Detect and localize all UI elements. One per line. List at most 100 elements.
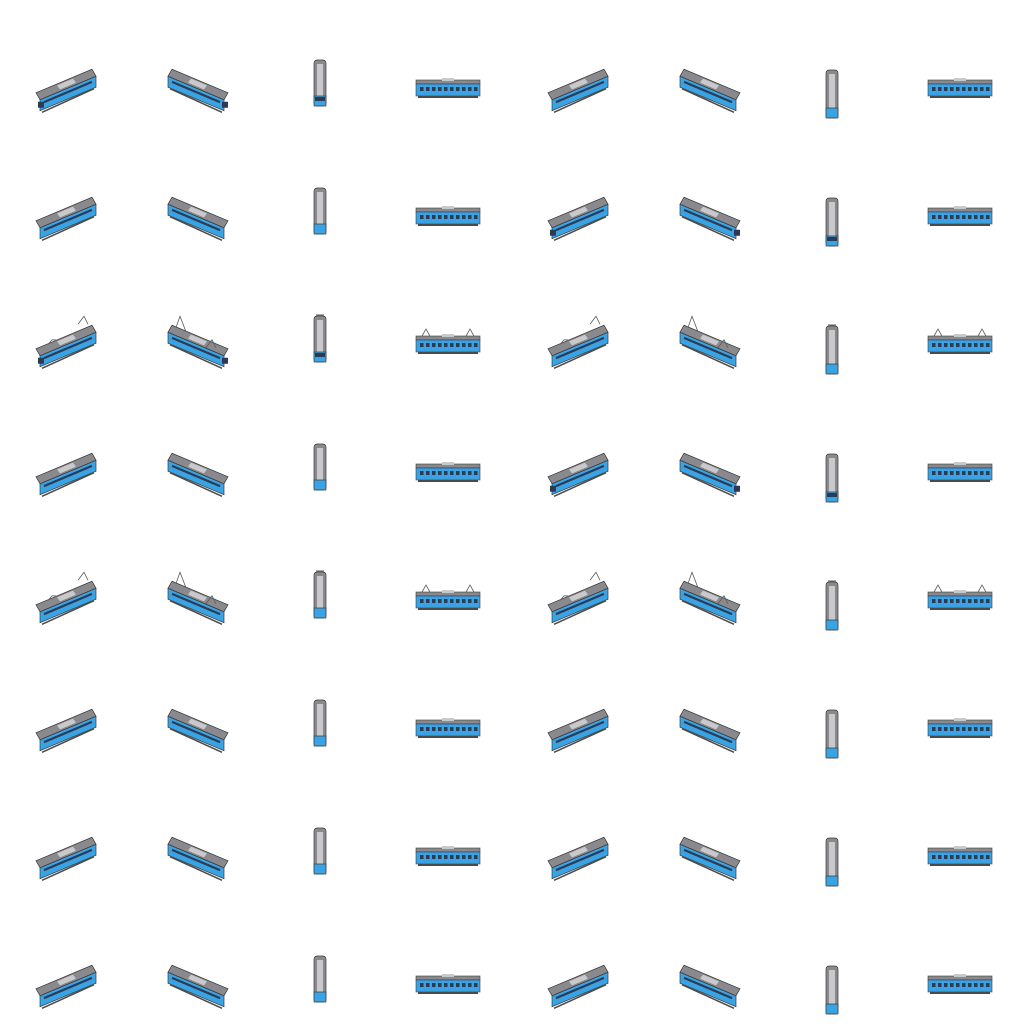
train-sprite	[768, 768, 896, 896]
train-car-icon	[167, 452, 229, 497]
train-car-icon	[415, 846, 481, 866]
train-car-icon	[927, 462, 993, 482]
train-sprite	[640, 640, 768, 768]
train-sprite	[256, 768, 384, 896]
train-car-icon	[825, 837, 839, 887]
train-car-icon	[679, 964, 741, 1009]
train-sprite	[896, 384, 1024, 512]
train-sprite	[896, 896, 1024, 1024]
train-car-icon	[313, 827, 327, 875]
train-sprite	[896, 768, 1024, 896]
train-sprite	[512, 256, 640, 384]
train-sprite	[640, 0, 768, 128]
train-sprite	[256, 384, 384, 512]
train-sprite	[256, 0, 384, 128]
train-sprite	[768, 896, 896, 1024]
train-car-icon	[313, 570, 327, 619]
train-sprite	[0, 640, 128, 768]
train-car-icon	[547, 196, 609, 241]
train-car-icon	[415, 206, 481, 226]
train-sprite	[512, 128, 640, 256]
train-sprite	[768, 512, 896, 640]
train-sprite	[896, 256, 1024, 384]
train-car-icon	[679, 196, 741, 241]
train-car-icon	[547, 708, 609, 753]
train-car-icon	[35, 964, 97, 1009]
train-sprite	[384, 896, 512, 1024]
train-sprite	[256, 512, 384, 640]
train-car-icon	[313, 187, 327, 235]
train-sprite	[256, 640, 384, 768]
train-car-icon	[167, 68, 229, 113]
train-sprite	[128, 256, 256, 384]
train-sprite	[128, 128, 256, 256]
train-sprite	[0, 0, 128, 128]
train-car-icon	[927, 974, 993, 994]
train-sprite	[128, 384, 256, 512]
train-car-icon	[547, 836, 609, 881]
train-car-icon	[825, 197, 839, 247]
train-car-icon	[167, 315, 229, 369]
train-sprite	[384, 256, 512, 384]
train-car-icon	[415, 974, 481, 994]
train-car-icon	[927, 584, 993, 610]
train-sprite	[640, 128, 768, 256]
train-car-icon	[35, 196, 97, 241]
train-sprite	[512, 640, 640, 768]
train-car-icon	[825, 453, 839, 503]
train-car-icon	[35, 708, 97, 753]
train-car-icon	[415, 584, 481, 610]
train-car-icon	[547, 315, 609, 369]
train-sprite	[640, 768, 768, 896]
train-car-icon	[679, 452, 741, 497]
train-car-icon	[35, 452, 97, 497]
train-sprite	[384, 384, 512, 512]
train-car-icon	[415, 718, 481, 738]
train-car-icon	[167, 708, 229, 753]
train-car-icon	[825, 965, 839, 1015]
train-sprite	[256, 256, 384, 384]
train-sprite	[768, 256, 896, 384]
train-sprite	[768, 128, 896, 256]
train-sprite	[384, 0, 512, 128]
train-car-icon	[313, 443, 327, 491]
train-sprite	[640, 896, 768, 1024]
train-car-icon	[679, 68, 741, 113]
train-car-icon	[825, 69, 839, 119]
train-sprite	[0, 896, 128, 1024]
train-car-icon	[679, 571, 741, 625]
train-car-icon	[35, 836, 97, 881]
train-car-icon	[927, 718, 993, 738]
train-car-icon	[415, 462, 481, 482]
train-sprite	[384, 128, 512, 256]
train-car-icon	[313, 699, 327, 747]
train-sprite	[512, 896, 640, 1024]
train-sprite	[768, 384, 896, 512]
train-car-icon	[547, 68, 609, 113]
train-sprite	[768, 640, 896, 768]
train-sprite	[128, 512, 256, 640]
train-sprite	[128, 640, 256, 768]
train-car-icon	[679, 836, 741, 881]
train-car-icon	[679, 708, 741, 753]
train-car-icon	[167, 571, 229, 625]
train-sprite	[0, 384, 128, 512]
train-sprite	[256, 896, 384, 1024]
train-sprite	[384, 768, 512, 896]
train-sprite	[0, 512, 128, 640]
train-car-icon	[825, 580, 839, 631]
train-sprite	[0, 768, 128, 896]
train-sprite	[0, 256, 128, 384]
train-sprite	[128, 0, 256, 128]
train-car-icon	[313, 59, 327, 107]
train-sprite	[896, 0, 1024, 128]
train-car-icon	[927, 206, 993, 226]
train-car-icon	[313, 955, 327, 1003]
train-car-icon	[35, 315, 97, 369]
train-car-icon	[167, 964, 229, 1009]
train-car-icon	[35, 68, 97, 113]
train-car-icon	[313, 314, 327, 363]
train-car-icon	[679, 315, 741, 369]
train-car-icon	[415, 328, 481, 354]
